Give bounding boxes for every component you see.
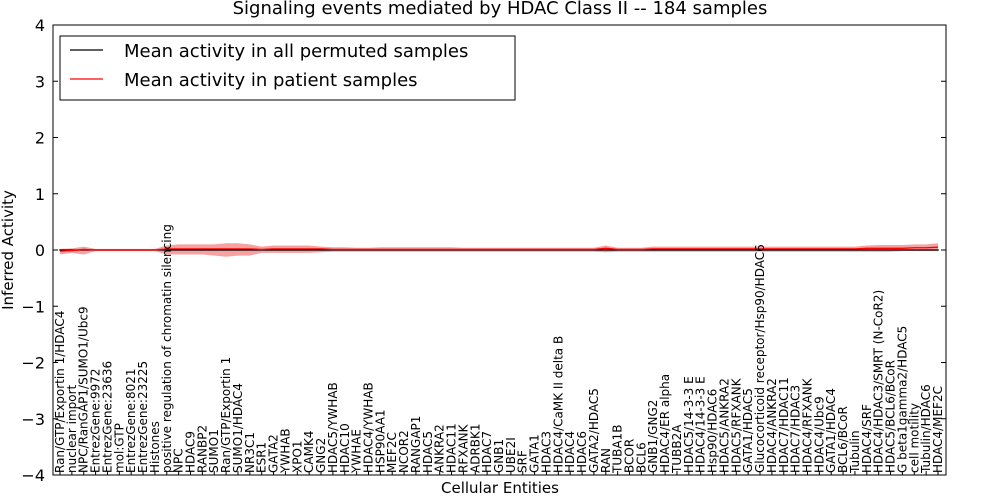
x-tick-label: YWHAE xyxy=(350,429,364,474)
x-tick-label: GATA1/HDAC5 xyxy=(741,388,755,473)
x-tick-label: HDAC4/Ubc9 xyxy=(812,396,826,473)
x-tick-label: HDAC7/HDAC3 xyxy=(789,385,803,473)
chart-title: Signaling events mediated by HDAC Class … xyxy=(233,0,768,19)
x-tick-label: RAN xyxy=(599,448,613,473)
x-tick-label: SRF xyxy=(516,450,530,473)
x-tick-label: HDAC11 xyxy=(445,423,459,473)
x-tick-label: EntrezGene:23636 xyxy=(100,361,114,473)
x-tick-label: BCL6 xyxy=(634,442,648,473)
x-tick-label: HDAC4/HDAC3/SMRT (N-CoR2) xyxy=(872,290,886,473)
x-tick-label: HDAC5 xyxy=(421,431,435,473)
x-tick-label: UBE2I xyxy=(504,437,518,473)
x-tick-label: HDAC4/MEF2C xyxy=(931,386,945,473)
x-tick-label: HDAC10 xyxy=(338,423,352,473)
x-tick-label: nuclear import xyxy=(65,384,79,473)
x-tick-label: GNB1 xyxy=(492,439,506,473)
y-tick-label: 2 xyxy=(35,129,45,148)
x-tick-label: positive regulation of chromatin silenci… xyxy=(160,224,174,473)
x-tick-label: TUBA1B xyxy=(611,425,625,474)
x-tick-label: YWHAB xyxy=(278,428,292,474)
x-tick-label: NCOR2 xyxy=(397,430,411,473)
y-tick-label: 4 xyxy=(35,16,45,35)
x-tick-label: GATA2/HDAC5 xyxy=(587,388,601,473)
x-tick-label: EntrezGene:9972 xyxy=(89,369,103,474)
x-tick-label: HDAC4/RFXANK xyxy=(800,377,814,473)
y-axis-label: Inferred Activity xyxy=(0,190,17,310)
x-tick-label: mol:GTP xyxy=(112,423,126,473)
x-tick-label: HDAC4/SRF xyxy=(860,404,874,473)
legend-label-patient: Mean activity in patient samples xyxy=(124,70,418,91)
y-tick-label: 3 xyxy=(35,72,45,91)
x-tick-label: SUMO1 xyxy=(207,429,221,473)
x-tick-label: NPC xyxy=(172,448,186,473)
x-tick-label: HDAC4 xyxy=(563,431,577,473)
y-tick-label: 1 xyxy=(35,185,45,204)
legend-label-permuted: Mean activity in all permuted samples xyxy=(124,41,468,62)
y-tick-label: −1 xyxy=(21,297,45,316)
x-tick-label: HDAC4/ANKRA2 xyxy=(765,378,779,473)
series-line-patient xyxy=(59,246,939,252)
y-tick-label: −4 xyxy=(21,466,45,485)
x-tick-label: HSP90AA1 xyxy=(373,409,387,473)
x-axis-label: Cellular Entities xyxy=(441,479,559,497)
x-tick-label: HDAC4/ER alpha xyxy=(658,374,672,473)
x-tick-label: HDAC7 xyxy=(480,431,494,473)
x-tick-label: cell motility xyxy=(907,403,921,473)
x-tick-label: ANKRA2 xyxy=(433,424,447,473)
x-tick-label: HDAC4/YWHAB xyxy=(361,382,375,473)
x-tick-label: HDAC5/RFXANK xyxy=(729,377,743,473)
x-tick-label: HDAC5/YWHAB xyxy=(326,382,340,473)
y-tick-label: 0 xyxy=(35,241,45,260)
x-tick-label: HDAC7/HDAC11 xyxy=(777,377,791,473)
x-tick-label: Hsp90/HDAC6 xyxy=(706,389,720,473)
x-tick-label: Ran/GTP/Exportin 1 xyxy=(219,357,233,473)
x-tick-label: CAMK4 xyxy=(302,431,316,473)
legend: Mean activity in all permuted samples Me… xyxy=(59,35,516,101)
x-tick-label: Tubulin xyxy=(848,430,862,474)
x-tick-label: TUBB2A xyxy=(670,424,684,474)
x-tick-label: Glucocorticoid receptor/Hsp90/HDAC6 xyxy=(753,244,767,473)
x-tick-label: RANGAP1 xyxy=(409,416,423,473)
x-tick-label: HDAC6 xyxy=(575,431,589,473)
x-tick-label: NR3C1 xyxy=(243,432,257,473)
legend-box xyxy=(59,35,516,101)
x-tick-label: GATA2 xyxy=(267,434,281,473)
x-tick-label: BCOR xyxy=(623,439,637,473)
x-tick-label: XPO1 xyxy=(290,440,304,473)
x-tick-label: RFXANK xyxy=(456,423,470,473)
x-tick-label: EntrezGene:8021 xyxy=(124,369,138,474)
x-tick-label: RANBP2 xyxy=(195,425,209,473)
x-tick-label: HDAC5/14-3-3 E xyxy=(682,376,696,473)
plot-area: −4 −3 −2 −1 0 1 2 3 4 Ran/GTP/Exportin 1/HDAC4nuc… xyxy=(21,16,947,485)
x-tick-label: Histones xyxy=(148,421,162,473)
x-tick-label: ADRBK1 xyxy=(468,423,482,473)
x-tick-label: GNG2 xyxy=(314,438,328,473)
x-tick-label: ESR1 xyxy=(255,442,269,473)
x-tick-label: HDAC5/BCL6/BCoR xyxy=(884,360,898,473)
x-tick-label: HDAC3 xyxy=(539,431,553,473)
x-tick-label: NPC/RanGAP1/SUMO1/Ubc9 xyxy=(77,306,91,473)
x-tick-label: HDAC4/CaMK II delta B xyxy=(551,336,565,473)
x-tick-label: Ran/GTP/Exportin 1/HDAC4 xyxy=(53,311,67,473)
x-tick-label: BCL6/BCoR xyxy=(836,406,850,473)
x-tick-label: HDAC5/ANKRA2 xyxy=(717,378,731,473)
y-tick-label: −2 xyxy=(21,354,45,373)
x-tick-label: HDAC9 xyxy=(184,431,198,473)
x-tick-label: EntrezGene:23225 xyxy=(136,361,150,473)
x-tick-label: GATA1/HDAC4 xyxy=(824,388,838,473)
y-tick-label: −3 xyxy=(21,410,45,429)
x-tick-label: HDAC4/14-3-3 E xyxy=(694,376,708,473)
x-tick-label: MEF2C xyxy=(385,432,399,473)
x-tick-label: Tubulin/HDAC6 xyxy=(919,384,933,474)
x-tick-label: GNB1/GNG2 xyxy=(646,400,660,473)
x-tick-label: GATA1 xyxy=(528,434,542,473)
x-tick-label: G beta1gamma2/HDAC5 xyxy=(895,326,909,473)
x-tick-label: SUMO1/HDAC4 xyxy=(231,383,245,473)
